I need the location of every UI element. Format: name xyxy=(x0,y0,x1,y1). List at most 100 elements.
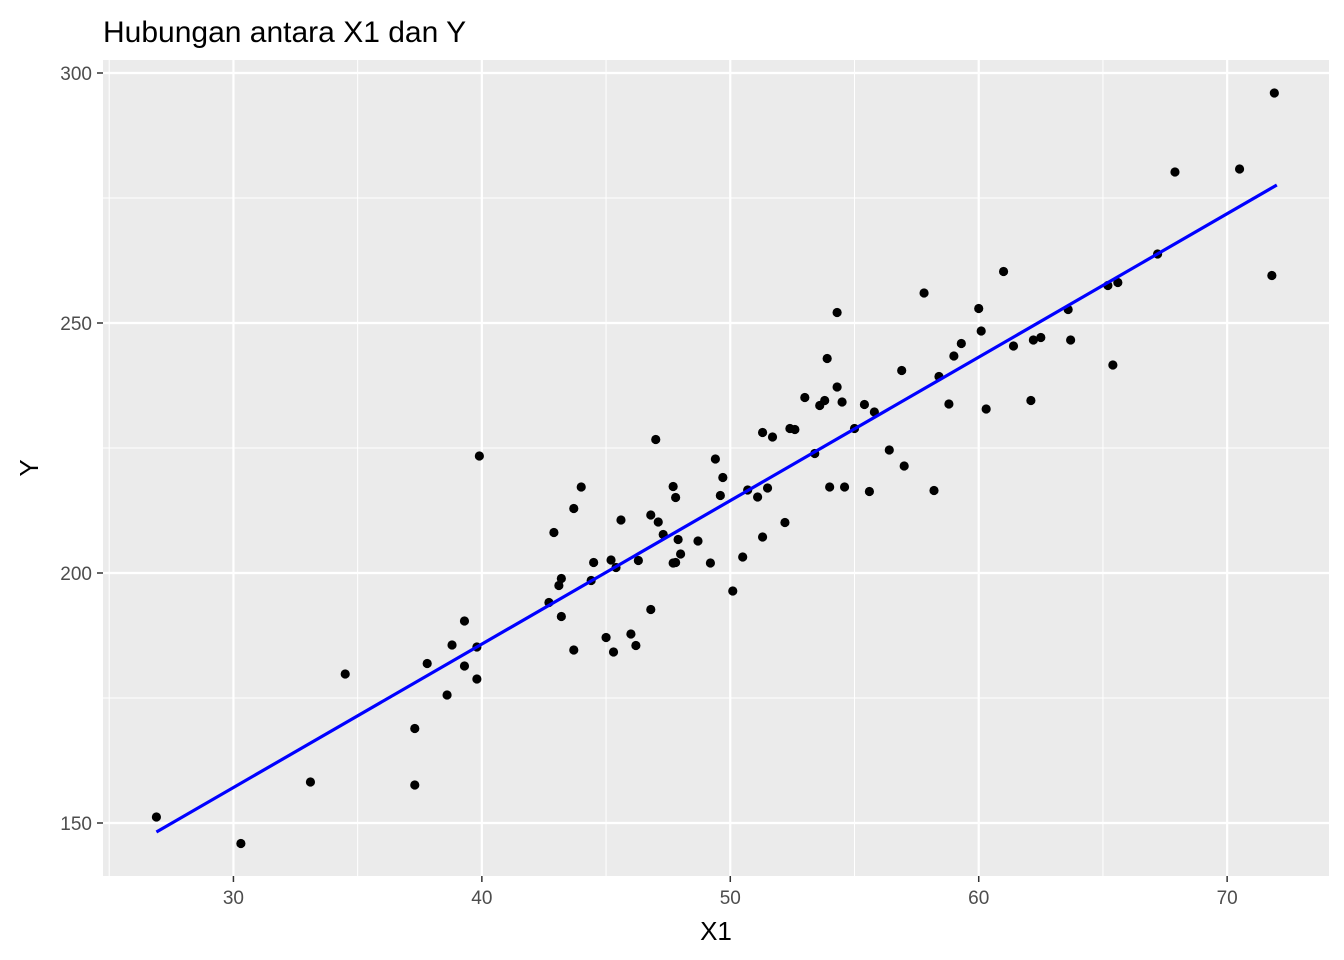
data-point xyxy=(616,515,626,525)
data-point xyxy=(715,490,725,501)
data-point xyxy=(1008,341,1019,351)
data-point xyxy=(767,432,778,442)
data-point xyxy=(151,812,162,822)
data-point xyxy=(998,266,1009,277)
x-tick-label: 70 xyxy=(1217,888,1238,909)
data-point xyxy=(864,486,875,497)
x-axis: 30 40 50 60 70 xyxy=(223,876,1238,909)
data-point xyxy=(549,527,559,538)
minor-gridlines xyxy=(103,60,1329,876)
y-tick-label: 300 xyxy=(60,64,92,85)
data-point xyxy=(728,586,738,596)
data-point xyxy=(472,674,482,684)
data-point xyxy=(762,483,773,493)
y-tick-label: 150 xyxy=(60,814,92,835)
data-point xyxy=(738,552,748,562)
data-point xyxy=(653,517,663,527)
data-point xyxy=(832,307,842,318)
data-point xyxy=(422,658,432,669)
data-point xyxy=(839,482,850,492)
data-point xyxy=(646,604,656,615)
data-point xyxy=(790,424,800,435)
data-point xyxy=(626,629,636,639)
x-tick-label: 30 xyxy=(223,888,244,909)
data-point xyxy=(671,557,681,568)
data-point xyxy=(601,632,611,643)
data-point xyxy=(459,616,470,626)
data-point xyxy=(556,573,566,584)
data-point xyxy=(305,777,316,787)
data-point xyxy=(944,399,954,409)
x-tick-label: 60 xyxy=(968,888,989,909)
data-point xyxy=(1267,270,1277,281)
data-point xyxy=(340,669,350,679)
data-point xyxy=(919,288,929,298)
data-point xyxy=(974,303,984,314)
x-tick-label: 40 xyxy=(471,888,492,909)
data-point xyxy=(753,492,763,502)
data-point xyxy=(671,492,681,503)
data-point xyxy=(410,723,420,734)
data-point xyxy=(859,399,870,410)
data-point xyxy=(1028,335,1038,345)
regression-line xyxy=(155,183,1278,834)
data-point xyxy=(757,532,768,542)
data-point xyxy=(569,645,579,655)
data-point xyxy=(668,481,678,492)
data-point xyxy=(757,427,768,438)
data-point xyxy=(825,482,835,492)
data-point xyxy=(899,461,909,471)
data-point xyxy=(705,558,716,568)
data-point xyxy=(897,365,907,376)
data-point xyxy=(556,611,566,622)
data-point xyxy=(1170,167,1180,177)
y-axis-title: Y xyxy=(14,459,44,476)
data-point xyxy=(673,534,683,545)
data-point xyxy=(1066,335,1076,345)
data-point xyxy=(820,395,830,406)
plot-panel xyxy=(103,60,1329,876)
data-point xyxy=(646,510,656,520)
x-tick-label: 50 xyxy=(720,888,741,909)
data-point xyxy=(1113,277,1123,288)
data-point xyxy=(631,640,641,651)
data-point xyxy=(554,580,564,591)
data-point xyxy=(442,690,452,700)
data-point xyxy=(710,454,720,464)
data-point xyxy=(576,482,586,492)
y-axis: 150 200 250 300 xyxy=(60,64,103,835)
data-point xyxy=(675,549,686,559)
y-tick-label: 200 xyxy=(60,564,92,585)
data-point xyxy=(981,404,991,414)
data-point xyxy=(822,353,832,364)
x-axis-title: X1 xyxy=(700,916,732,946)
data-point xyxy=(589,557,599,568)
data-point xyxy=(633,555,643,566)
data-point xyxy=(606,555,616,565)
major-gridlines xyxy=(103,60,1329,876)
data-point xyxy=(949,351,959,361)
data-point xyxy=(976,326,986,336)
data-point xyxy=(410,780,420,790)
data-point xyxy=(1234,164,1245,174)
y-tick-label: 250 xyxy=(60,314,92,335)
data-point xyxy=(884,445,894,455)
data-point xyxy=(1036,332,1046,343)
data-point xyxy=(956,338,966,349)
data-point xyxy=(718,472,728,483)
data-point xyxy=(569,503,579,514)
data-point xyxy=(1108,360,1118,370)
data-point xyxy=(1026,395,1036,406)
data-point xyxy=(800,392,810,403)
chart-title: Hubungan antara X1 dan Y xyxy=(103,16,466,49)
data-point xyxy=(837,397,847,407)
data-point xyxy=(651,434,661,445)
data-point xyxy=(447,640,457,650)
data-point xyxy=(832,382,842,392)
data-point xyxy=(1269,88,1279,98)
data-point xyxy=(474,451,484,461)
data-point xyxy=(780,517,790,528)
data-point xyxy=(693,536,703,546)
data-point xyxy=(608,647,619,657)
